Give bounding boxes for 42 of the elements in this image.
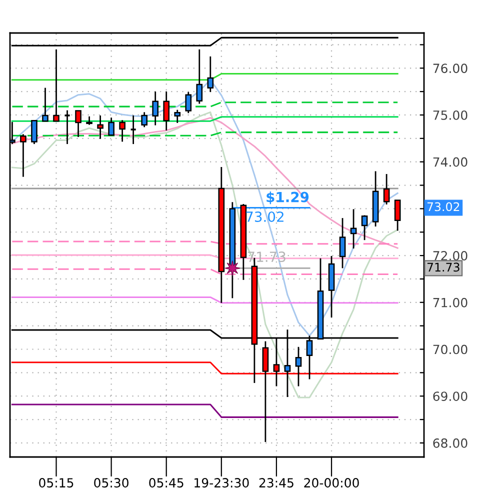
- candlestick: [185, 91, 192, 114]
- text: 71.73: [427, 262, 460, 272]
- candlestick: [31, 120, 38, 145]
- candlestick: [108, 117, 114, 136]
- y-tick-label: 72.00: [433, 251, 468, 260]
- candlestick: [361, 214, 368, 241]
- line-series: [11, 111, 398, 398]
- x-tick-label: 20-00:00: [304, 478, 359, 488]
- candlestick: [119, 119, 126, 142]
- candlestick: [97, 114, 104, 140]
- candlestick: [394, 200, 401, 232]
- candlestick: [64, 110, 71, 145]
- text: 73.02: [427, 202, 460, 212]
- candlestick: [295, 346, 302, 387]
- candlestick: [152, 90, 158, 126]
- candlestick: [207, 56, 214, 93]
- annotation: $1.29: [266, 192, 309, 204]
- candlestick: [42, 87, 48, 122]
- candlestick: [163, 90, 170, 132]
- x-tick-label: 05:15: [39, 478, 74, 488]
- y-tick-label: 69.00: [433, 392, 468, 402]
- y-tick-label: 71.00: [433, 298, 468, 308]
- x-tick-label: 19-23:30: [194, 478, 249, 488]
- x-tick-label: 23:45: [259, 478, 294, 488]
- y-tick-label: 70.00: [433, 344, 468, 354]
- candlestick: [53, 48, 60, 122]
- y-tick-label: 74.00: [433, 157, 468, 167]
- candlestick: [174, 109, 181, 124]
- candlestick: [383, 173, 390, 206]
- x-tick-label: 05:45: [149, 478, 184, 488]
- candlestick: [20, 134, 26, 178]
- candlestick: [130, 114, 137, 145]
- line-series: [11, 117, 398, 249]
- y-tick-label: 75.00: [433, 110, 468, 120]
- y-tick-label: 68.00: [433, 438, 468, 448]
- candlestick: [339, 217, 346, 269]
- candlestick: [75, 110, 82, 138]
- y-tick-label: 76.00: [433, 64, 468, 74]
- x-tick-label: 05:30: [94, 478, 128, 488]
- candlestick: [196, 48, 203, 104]
- candlestick: [141, 111, 148, 128]
- candlestick: [350, 208, 357, 250]
